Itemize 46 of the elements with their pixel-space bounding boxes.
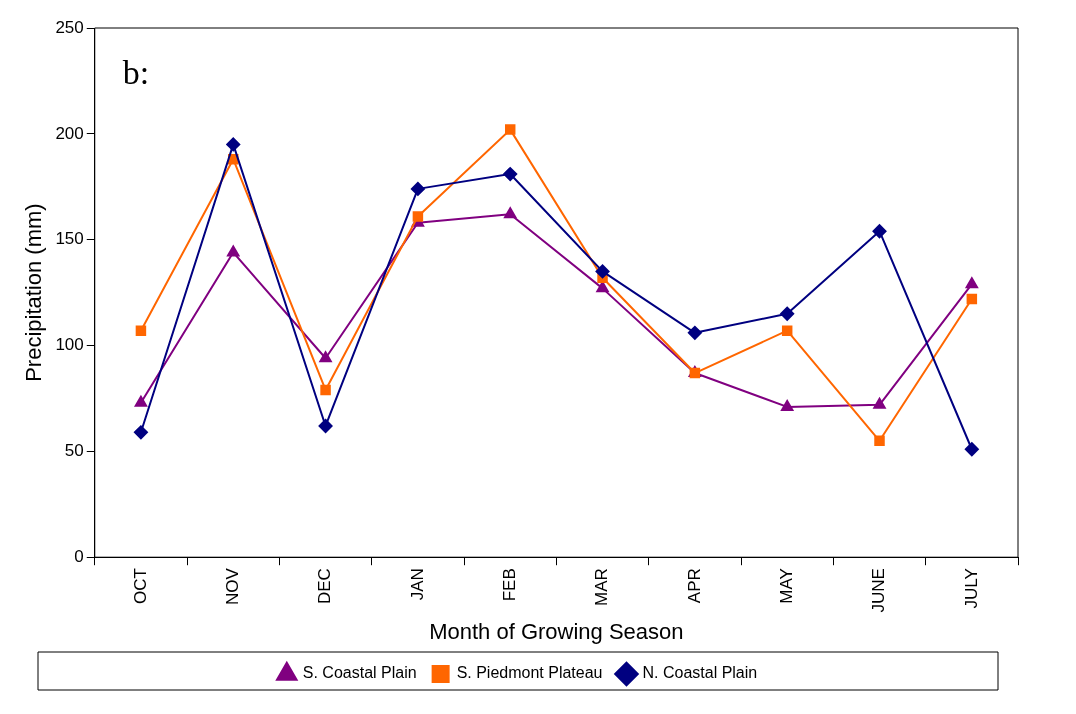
point <box>781 325 793 336</box>
point <box>318 418 333 433</box>
point <box>687 325 702 340</box>
point <box>781 399 794 411</box>
point <box>503 167 518 182</box>
point <box>874 435 885 447</box>
y-tick-label: 0 <box>74 546 84 566</box>
x-tick-label: JULY <box>961 568 981 609</box>
x-tick-label: NOV <box>222 567 242 606</box>
x-tick-label: JUNE <box>869 568 889 613</box>
x-axis-title: Month of Growing Season <box>429 618 684 644</box>
point <box>964 442 979 457</box>
point <box>873 397 886 409</box>
point <box>135 325 147 336</box>
point <box>134 395 148 407</box>
y-tick-label: 250 <box>55 17 84 37</box>
y-tick-label: 200 <box>55 123 84 143</box>
point <box>412 211 424 222</box>
annotation: b: <box>122 53 150 91</box>
point <box>872 224 887 239</box>
point <box>780 306 795 321</box>
legend-label: S. Piedmont Plateau <box>456 664 603 682</box>
point <box>965 277 979 289</box>
x-tick-label: MAY <box>776 568 796 604</box>
point <box>966 293 978 305</box>
point <box>133 425 148 440</box>
legend-label: N. Coastal Plain <box>642 664 758 682</box>
point <box>320 384 331 396</box>
point <box>504 207 517 219</box>
x-tick-label: FEB <box>499 568 519 602</box>
point <box>595 264 610 279</box>
point <box>226 137 241 152</box>
y-tick-label: 100 <box>55 335 84 355</box>
x-tick-label: MAR <box>592 568 612 606</box>
point <box>504 124 516 135</box>
x-tick-label: JAN <box>407 568 427 601</box>
legend-label: S. Coastal Plain <box>302 664 417 682</box>
point <box>227 245 240 257</box>
x-tick-label: APR <box>684 568 704 604</box>
y-tick-label: 150 <box>55 229 84 249</box>
y-tick-label: 50 <box>64 441 84 461</box>
y-axis-title: Precipitation (mm) <box>21 203 47 382</box>
x-tick-label: OCT <box>130 568 150 605</box>
point <box>410 181 425 196</box>
x-tick-label: DEC <box>315 568 335 605</box>
point <box>319 351 332 363</box>
